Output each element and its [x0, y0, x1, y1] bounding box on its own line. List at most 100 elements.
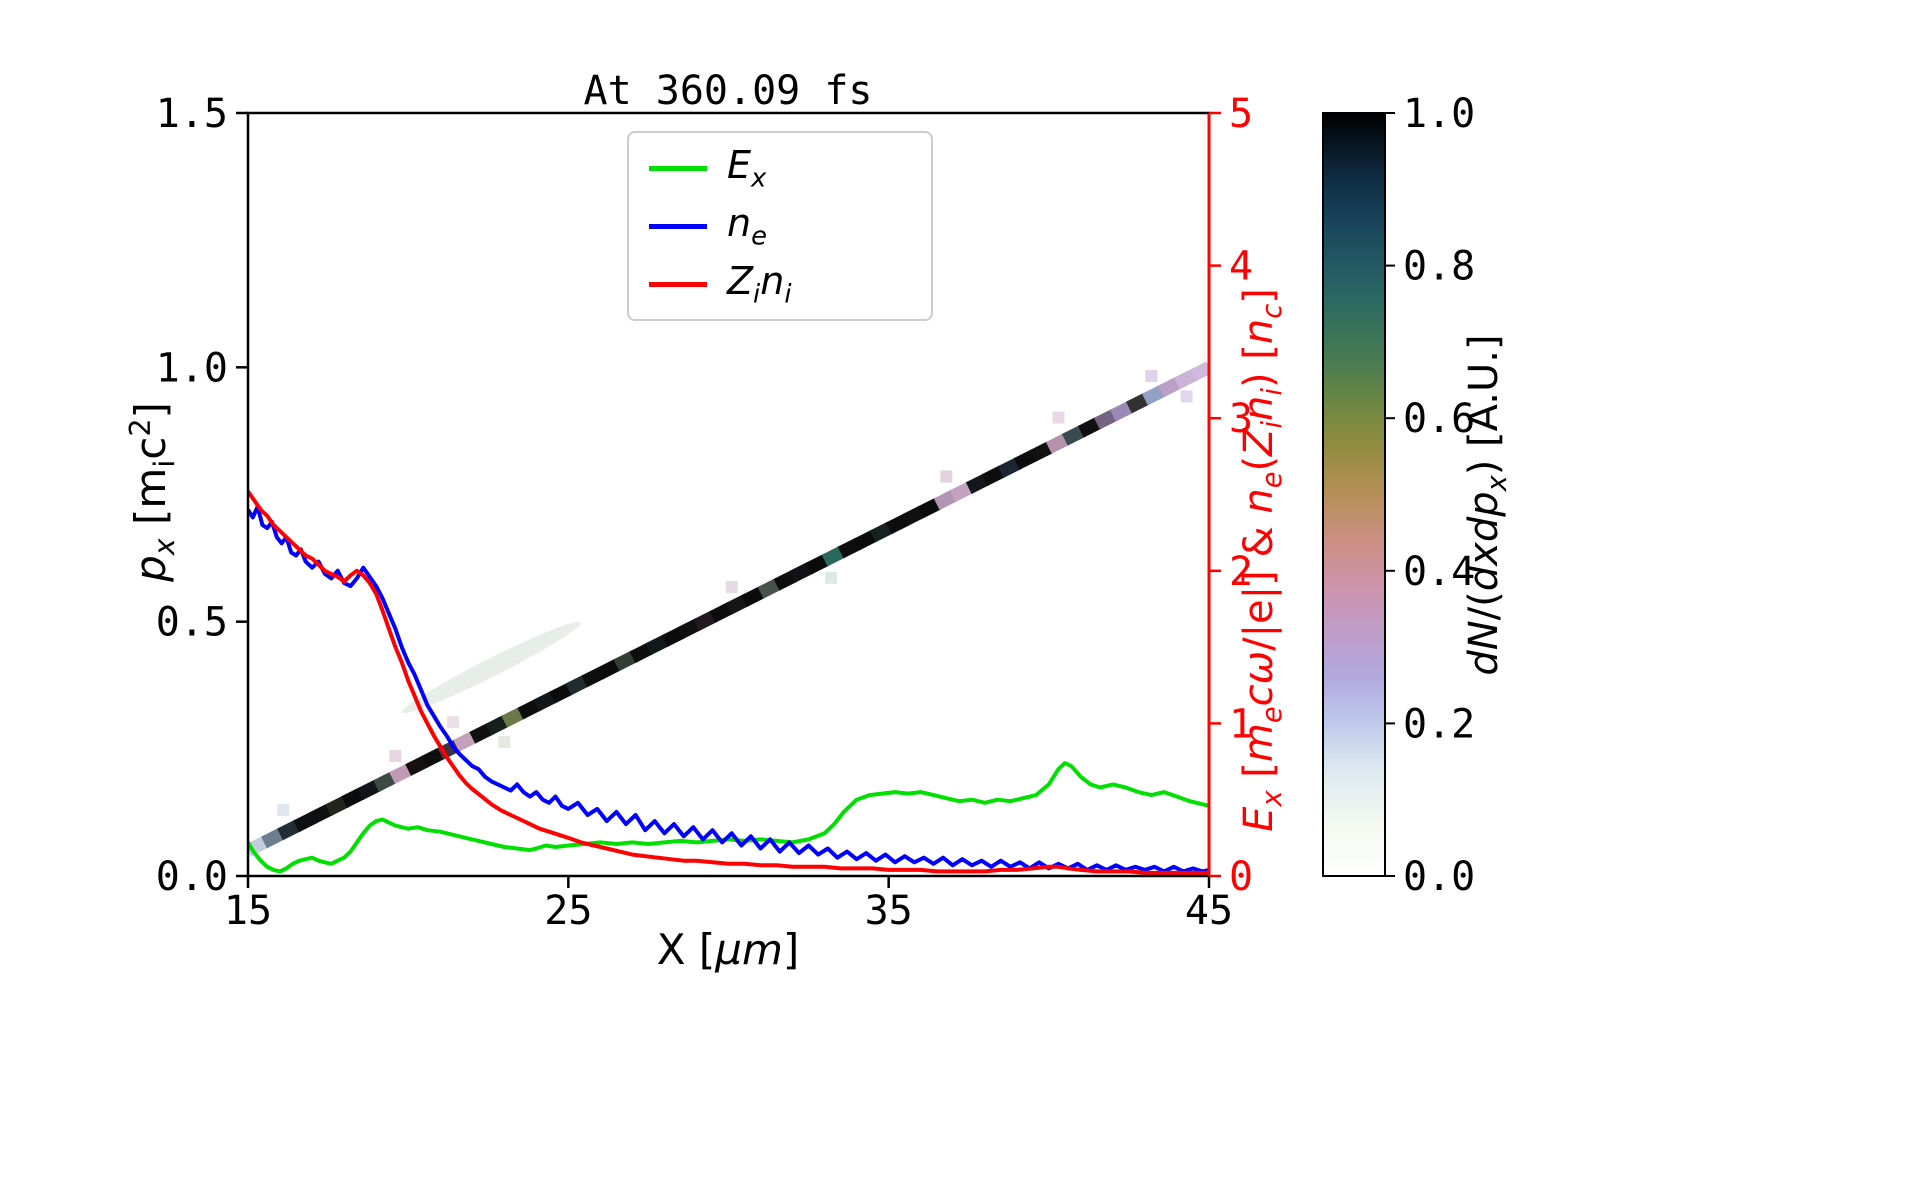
- heatmap-speckle: [498, 736, 511, 749]
- heatmap-cell: [805, 553, 830, 575]
- y-left-tick-label: 1.0: [156, 345, 228, 391]
- chart-title: At 360.09 fs: [583, 68, 873, 114]
- heatmap-cell: [565, 674, 590, 696]
- heatmap-cell: [661, 626, 686, 647]
- legend-label-ex: Ex: [727, 142, 767, 194]
- heatmap-cell: [725, 594, 750, 615]
- heatmap-speckle: [1052, 411, 1065, 424]
- heatmap-cell: [373, 771, 397, 792]
- heatmap-cell: [1077, 416, 1102, 438]
- heatmap-cell: [757, 578, 782, 599]
- heatmap-cell: [789, 561, 814, 583]
- series-ne-line: [248, 504, 1209, 874]
- colorbar: [1322, 112, 1386, 877]
- heatmap-speckle: [940, 470, 953, 483]
- heatmap-cell: [1061, 424, 1086, 446]
- colorbar-tick-label: 0.8: [1403, 244, 1475, 290]
- heatmap-cell: [469, 722, 494, 744]
- heatmap-cell: [693, 610, 718, 631]
- colorbar-tick-label: 0.4: [1403, 549, 1475, 595]
- heatmap-speckle: [825, 571, 838, 584]
- x-tick-label: 45: [1185, 888, 1233, 934]
- heatmap-cell: [421, 747, 446, 768]
- heatmap-cell: [869, 521, 894, 543]
- heatmap-cell: [949, 481, 974, 503]
- legend-item-ne: ne: [649, 200, 931, 252]
- heatmap-cell: [549, 682, 574, 704]
- y-right-tick-label: 0: [1229, 854, 1253, 900]
- heatmap-speckle: [725, 580, 738, 593]
- heatmap-cell: [885, 513, 910, 535]
- y-axis-left-label: px [mic2]: [122, 402, 182, 582]
- heatmap-cell: [709, 602, 734, 623]
- legend-item-zini: Zini: [649, 258, 931, 310]
- heatmap-cell: [581, 666, 606, 688]
- series-ex-line: [248, 761, 1209, 874]
- heatmap-cell: [1174, 368, 1198, 390]
- phase-space-heatmap: [248, 361, 1209, 857]
- y-right-tick-label: 5: [1229, 91, 1253, 137]
- y-right-tick-label: 3: [1229, 396, 1253, 442]
- heatmap-cell: [1109, 400, 1134, 422]
- x-tick-label: 35: [865, 888, 913, 934]
- heatmap-cell: [1190, 361, 1209, 382]
- heatmap-cell: [741, 586, 766, 607]
- heatmap-cell: [453, 731, 478, 752]
- heatmap-cell: [629, 642, 654, 664]
- y-right-tick-label: 1: [1229, 701, 1253, 747]
- heatmap-speckle: [277, 803, 290, 816]
- heatmap-cell: [1142, 384, 1166, 406]
- heatmap-cell: [981, 465, 1006, 486]
- heatmap-cell: [277, 819, 301, 841]
- heatmap-cell: [485, 714, 510, 736]
- heatmap-cell: [917, 497, 942, 519]
- colorbar-tick-label: 0.0: [1403, 854, 1475, 900]
- y-right-tick-label: 4: [1229, 244, 1253, 290]
- legend-line-ne: [649, 223, 707, 229]
- heatmap-cell: [1045, 433, 1070, 454]
- heatmap-cell: [901, 505, 926, 527]
- heatmap-cell: [997, 457, 1022, 478]
- heatmap-cell: [341, 787, 365, 809]
- y-right-tick-label: 2: [1229, 549, 1253, 595]
- y-left-tick-label: 0.5: [156, 600, 228, 646]
- x-tick-label: 15: [224, 888, 272, 934]
- heatmap-cell: [293, 811, 317, 833]
- heatmap-cell: [965, 473, 990, 494]
- colorbar-tick-label: 0.6: [1403, 396, 1475, 442]
- heatmap-cell: [773, 569, 798, 591]
- heatmap-cell: [853, 529, 878, 551]
- heatmap-cell: [517, 698, 542, 720]
- heatmap-cell: [645, 634, 670, 656]
- y-left-tick-label: 1.5: [156, 91, 228, 137]
- heatmap-cell: [597, 658, 622, 680]
- colorbar-tick-label: 0.2: [1403, 701, 1475, 747]
- heatmap-cell: [501, 706, 526, 728]
- y-left-tick-label: 0.0: [156, 854, 228, 900]
- heatmap-cell: [1158, 376, 1182, 398]
- heatmap-speckle: [1145, 369, 1158, 382]
- line-series-group: [248, 490, 1209, 875]
- legend-label-ne: ne: [727, 200, 767, 252]
- heatmap-cell: [261, 827, 285, 849]
- heatmap-cell: [389, 763, 414, 784]
- colorbar-tick-label: 1.0: [1403, 91, 1475, 137]
- heatmap-cell: [837, 537, 862, 559]
- heatmap-cell: [405, 755, 430, 776]
- x-axis-label: X [μm]: [656, 925, 800, 974]
- heatmap-cell: [821, 545, 846, 567]
- legend-label-zini: Zini: [727, 258, 792, 310]
- heatmap-speckle: [389, 750, 402, 763]
- heatmap-cell: [677, 618, 702, 639]
- heatmap-cell: [533, 690, 558, 712]
- heatmap-cell: [1093, 408, 1118, 430]
- heatmap-cell: [1029, 441, 1054, 462]
- legend-item-ex: Ex: [649, 142, 931, 194]
- heatmap-speckle: [1180, 390, 1193, 403]
- y-axis-right-label: Ex [mecω/|e|] & ne(Zini) [nc]: [1236, 288, 1288, 832]
- heatmap-cell: [613, 650, 638, 672]
- legend-line-zini: [649, 281, 707, 287]
- x-tick-label: 25: [544, 888, 592, 934]
